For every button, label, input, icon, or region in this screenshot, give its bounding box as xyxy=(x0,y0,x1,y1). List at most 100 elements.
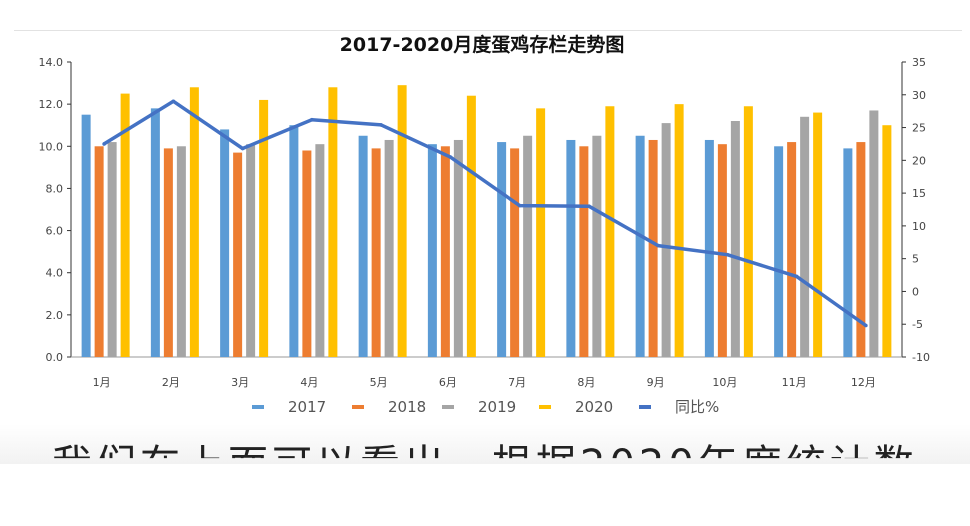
bar-2020-11 xyxy=(813,112,823,357)
ratio-point-12 xyxy=(864,323,868,328)
ratio-point-4 xyxy=(310,117,314,122)
ratio-line xyxy=(102,99,868,328)
bar-2020-1 xyxy=(120,93,130,357)
ratio-point-9 xyxy=(656,243,660,248)
bar-2017-6 xyxy=(427,144,437,357)
bar-2019-2 xyxy=(176,146,186,357)
bar-2018-4 xyxy=(302,150,312,357)
legend-swatch-2 xyxy=(352,405,364,409)
left-tick-label: 0.0 xyxy=(46,351,64,364)
bar-2020-5 xyxy=(397,85,407,357)
right-tick-label: -5 xyxy=(912,318,923,331)
ratio-point-1 xyxy=(102,142,106,146)
x-tick-label: 11月 xyxy=(782,376,807,389)
bar-2017-8 xyxy=(566,139,576,357)
bar-2017-2 xyxy=(150,108,160,357)
article-text-cropped: 我们在上面可以看出，根据2020年度统计数 xyxy=(52,442,918,488)
x-axis-labels: 1月 2月 3月 4月 5月 6月 7月 8月 9月 10月 11月 12月 xyxy=(93,376,876,389)
ratio-point-2 xyxy=(171,99,176,104)
bar-2020-3 xyxy=(259,99,269,357)
bar-2020-9 xyxy=(674,104,684,358)
bar-2017-3 xyxy=(220,129,230,357)
bar-2019-12 xyxy=(869,110,879,357)
x-tick-label: 6月 xyxy=(439,376,457,389)
bar-2020-8 xyxy=(605,106,615,357)
bars xyxy=(81,85,892,358)
chart-panel: 2017-2020月度蛋鸡存栏走势图 0.0 2.0 4.0 6.0 8.0 10.0 12… xyxy=(14,30,962,423)
right-tick-label: 25 xyxy=(912,122,926,135)
right-tick-label: 10 xyxy=(912,220,926,233)
left-tick-label: 10.0 xyxy=(39,140,64,153)
bar-2017-1 xyxy=(81,114,91,357)
bar-2018-10 xyxy=(717,144,727,357)
legend-swatch-4 xyxy=(539,405,551,409)
bar-2017-10 xyxy=(704,139,714,357)
bar-2017-11 xyxy=(774,146,784,357)
bar-2018-9 xyxy=(648,139,658,357)
bar-2017-5 xyxy=(358,135,368,357)
bar-2018-2 xyxy=(163,148,173,357)
ratio-point-8 xyxy=(587,204,591,209)
right-tick-label: 30 xyxy=(912,89,926,102)
bar-2020-4 xyxy=(328,87,338,358)
legend-swatch-5 xyxy=(639,405,651,409)
ratio-point-11 xyxy=(794,274,799,279)
bar-2019-8 xyxy=(592,135,602,357)
bar-2019-11 xyxy=(800,116,810,358)
chart-title: 2017-2020月度蛋鸡存栏走势图 xyxy=(340,33,625,56)
axes: 0.0 2.0 4.0 6.0 8.0 10.0 12.0 14.0 -10 -5 0 5 10 15 20… xyxy=(39,56,930,364)
bar-2018-6 xyxy=(440,146,450,357)
legend-label-1: 2017 xyxy=(288,398,326,416)
left-tick-label: 2.0 xyxy=(46,309,64,322)
legend-swatch-1 xyxy=(252,405,264,409)
bar-2020-7 xyxy=(536,108,546,357)
bar-2019-7 xyxy=(523,135,533,357)
bar-2018-12 xyxy=(856,142,866,357)
ratio-point-7 xyxy=(517,203,522,208)
x-tick-label: 7月 xyxy=(508,376,526,389)
left-tick-label: 8.0 xyxy=(46,182,64,195)
bar-2018-5 xyxy=(371,148,381,357)
bar-2018-1 xyxy=(94,146,104,357)
right-tick-label: 15 xyxy=(912,187,926,200)
x-tick-label: 4月 xyxy=(300,376,318,389)
right-tick-label: 0 xyxy=(912,285,919,298)
lower-article-band xyxy=(0,424,970,464)
legend-label-4: 2020 xyxy=(575,398,613,416)
x-tick-label: 5月 xyxy=(370,376,388,389)
bar-2019-5 xyxy=(384,139,394,357)
x-tick-label: 12月 xyxy=(851,376,876,389)
x-tick-label: 10月 xyxy=(712,376,737,389)
egg-hen-inventory-chart: 2017-2020月度蛋鸡存栏走势图 0.0 2.0 4.0 6.0 8.0 10.0 12… xyxy=(39,33,930,416)
legend: 2017 2018 2019 2020 同比% xyxy=(252,398,719,416)
bar-2017-12 xyxy=(843,148,853,357)
x-tick-label: 1月 xyxy=(93,376,111,389)
x-tick-label: 2月 xyxy=(162,376,180,389)
legend-label-3: 2019 xyxy=(478,398,516,416)
right-tick-label: 20 xyxy=(912,154,926,167)
bar-2020-12 xyxy=(882,125,892,357)
ratio-point-3 xyxy=(240,146,245,151)
bar-2018-7 xyxy=(510,148,520,357)
bar-2018-11 xyxy=(787,142,797,357)
bar-2019-1 xyxy=(107,142,117,357)
bar-2019-4 xyxy=(315,144,325,357)
x-tick-label: 3月 xyxy=(231,376,249,389)
x-tick-label: 9月 xyxy=(647,376,665,389)
legend-swatch-3 xyxy=(442,405,454,409)
bar-2017-7 xyxy=(497,142,507,357)
ratio-line-path xyxy=(103,99,867,327)
right-tick-label: 35 xyxy=(912,56,926,69)
bar-2019-6 xyxy=(453,139,463,357)
bar-2020-6 xyxy=(466,95,476,357)
bar-2020-10 xyxy=(743,106,753,357)
left-tick-label: 6.0 xyxy=(46,225,64,238)
legend-label-5: 同比% xyxy=(675,398,719,416)
right-tick-label: 5 xyxy=(912,253,919,266)
bar-2019-3 xyxy=(246,144,256,357)
bar-2017-9 xyxy=(635,135,645,357)
bar-2017-4 xyxy=(289,125,299,357)
bar-2020-2 xyxy=(189,87,199,358)
right-tick-label: -10 xyxy=(912,351,930,364)
left-tick-label: 4.0 xyxy=(46,267,64,280)
